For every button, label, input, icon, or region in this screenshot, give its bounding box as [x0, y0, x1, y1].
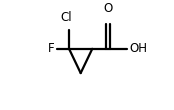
Text: Cl: Cl [60, 11, 72, 24]
Text: OH: OH [129, 42, 147, 55]
Text: O: O [104, 2, 113, 15]
Text: F: F [48, 42, 54, 55]
